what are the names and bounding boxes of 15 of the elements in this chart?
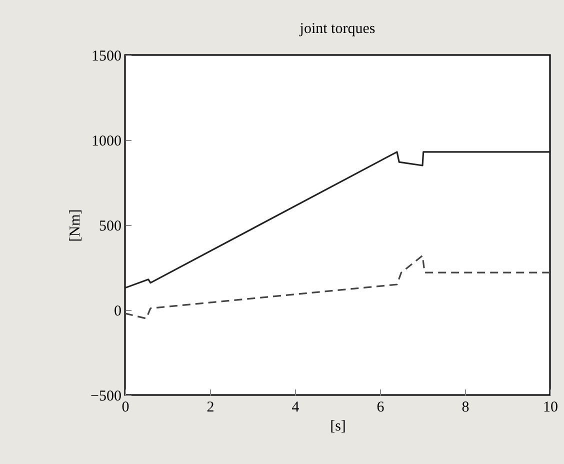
x-tick-label: 6 [376, 400, 385, 416]
chart-title: joint torques [298, 21, 376, 37]
y-tick-label: 1000 [92, 134, 122, 150]
y-tick-label: 1500 [92, 48, 122, 64]
y-axis-title: [Nm] [68, 209, 84, 242]
x-axis-title: [s] [330, 418, 346, 434]
line-series [124, 151, 551, 289]
y-tick-label: 0 [114, 304, 122, 320]
x-tick-label: 10 [543, 400, 558, 416]
x-tick-label: 4 [292, 400, 300, 416]
line-series [124, 254, 551, 320]
y-tick-label: −500 [90, 388, 122, 404]
x-tick-label: 2 [206, 400, 214, 416]
x-tick-label: 8 [462, 400, 470, 416]
y-tick-label: 500 [99, 218, 122, 234]
